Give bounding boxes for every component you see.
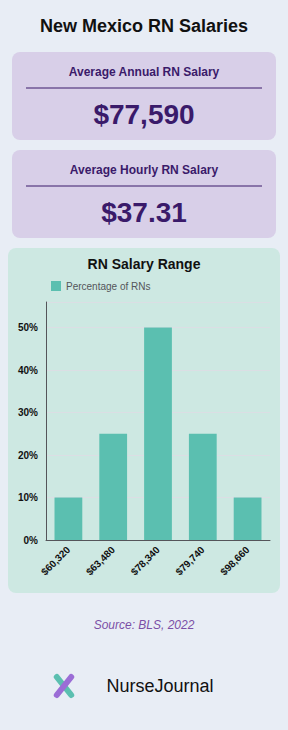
svg-text:$77,590: $77,590 (93, 99, 194, 130)
svg-text:0%: 0% (24, 535, 39, 546)
svg-text:10%: 10% (18, 492, 38, 503)
svg-text:New Mexico RN Salaries: New Mexico RN Salaries (40, 16, 248, 36)
svg-text:20%: 20% (18, 450, 38, 461)
svg-text:$98,660: $98,660 (218, 544, 252, 578)
svg-text:Average Annual RN Salary: Average Annual RN Salary (69, 65, 220, 79)
svg-text:$79,740: $79,740 (173, 544, 207, 578)
svg-text:$63,480: $63,480 (84, 544, 118, 578)
svg-text:50%: 50% (18, 322, 38, 333)
svg-text:RN Salary Range: RN Salary Range (88, 256, 201, 272)
svg-text:NurseJournal: NurseJournal (106, 676, 213, 696)
svg-text:Average Hourly RN Salary: Average Hourly RN Salary (70, 163, 219, 177)
svg-text:40%: 40% (18, 365, 38, 376)
svg-text:$37.31: $37.31 (101, 197, 187, 228)
svg-text:30%: 30% (18, 407, 38, 418)
svg-text:Percentage of RNs: Percentage of RNs (66, 281, 151, 292)
svg-text:$78,340: $78,340 (129, 544, 163, 578)
svg-text:$60,320: $60,320 (39, 544, 73, 578)
svg-text:Source: BLS, 2022: Source: BLS, 2022 (94, 618, 195, 632)
